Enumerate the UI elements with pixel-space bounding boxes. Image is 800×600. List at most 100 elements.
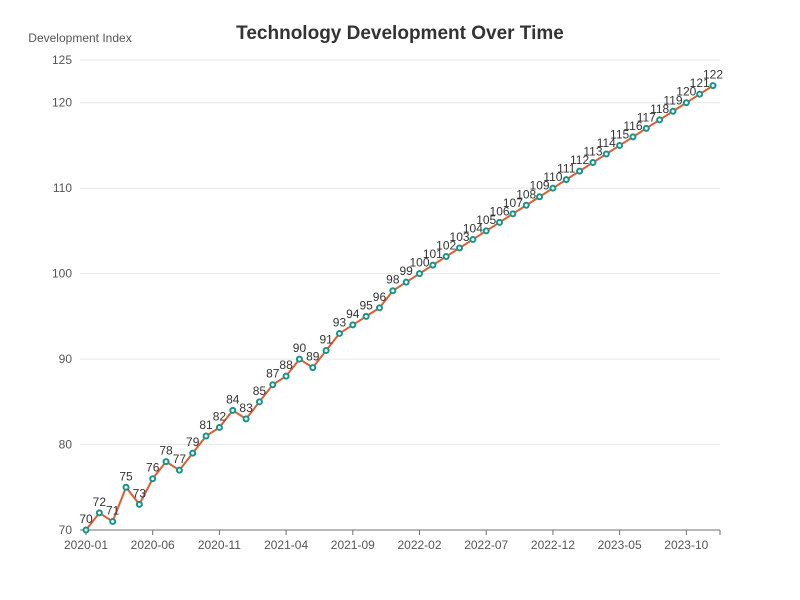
data-point[interactable] [629,133,637,141]
data-point[interactable] [269,381,277,389]
x-tick-label: 2021-09 [331,538,375,552]
data-point[interactable] [669,107,677,115]
x-tick-label: 2023-05 [598,538,642,552]
data-label: 72 [93,495,107,509]
data-point[interactable] [402,278,410,286]
data-point[interactable] [175,466,183,474]
data-label: 99 [399,264,413,278]
data-point[interactable] [189,449,197,457]
x-tick-label: 2022-12 [531,538,575,552]
data-label: 79 [186,435,200,449]
x-tick-label: 2020-06 [131,538,175,552]
data-point[interactable] [375,304,383,312]
data-point[interactable] [456,244,464,252]
data-label: 105 [476,213,496,227]
data-point[interactable] [322,347,330,355]
data-point[interactable] [109,517,117,525]
data-label: 107 [503,196,523,210]
data-label: 95 [359,298,373,312]
data-label: 94 [346,307,360,321]
data-label: 108 [516,187,536,201]
series [82,82,717,534]
data-point[interactable] [549,184,557,192]
y-tick-label: 100 [52,267,72,281]
data-point[interactable] [282,372,290,380]
data-point[interactable] [255,398,263,406]
data-label: 81 [199,418,213,432]
y-tick-label: 90 [59,352,73,366]
y-tick-label: 125 [52,53,72,67]
data-point[interactable] [95,509,103,517]
data-label: 120 [676,85,696,99]
data-point[interactable] [215,423,223,431]
data-label: 122 [703,68,723,82]
x-tick-label: 2022-07 [464,538,508,552]
data-label: 111 [557,162,576,176]
data-point[interactable] [335,329,343,337]
data-point[interactable] [82,526,90,534]
gridlines [80,59,720,446]
data-point[interactable] [709,82,717,90]
data-point[interactable] [509,210,517,218]
data-point[interactable] [496,218,504,226]
data-point[interactable] [682,99,690,107]
data-label: 91 [319,333,333,347]
y-tick-label: 110 [53,181,72,195]
y-tick-label: 120 [52,96,72,110]
data-point[interactable] [576,167,584,175]
x-tick-label: 2021-04 [264,538,308,552]
data-label: 104 [463,221,483,235]
data-point[interactable] [642,124,650,132]
data-point[interactable] [656,116,664,124]
data-label: 76 [146,461,160,475]
data-label: 102 [436,239,456,253]
data-label: 116 [623,119,642,133]
data-point[interactable] [122,483,130,491]
data-point[interactable] [389,287,397,295]
data-point[interactable] [562,176,570,184]
data-point[interactable] [309,364,317,372]
data-label: 119 [663,93,682,107]
data-label: 96 [373,290,387,304]
data-point[interactable] [349,321,357,329]
data-label: 93 [333,315,347,329]
data-label: 117 [637,110,656,124]
data-label: 82 [213,409,227,423]
data-point[interactable] [429,261,437,269]
data-point[interactable] [696,90,704,98]
x-tick-label: 2020-11 [198,538,241,552]
data-point[interactable] [162,458,170,466]
data-label: 100 [409,256,429,270]
data-label: 75 [119,469,133,483]
data-point[interactable] [482,227,490,235]
data-point[interactable] [135,500,143,508]
data-point[interactable] [616,141,624,149]
data-point[interactable] [536,193,544,201]
data-point[interactable] [442,253,450,261]
data-point[interactable] [362,312,370,320]
data-label: 88 [279,358,293,372]
data-label: 118 [650,102,669,116]
data-point[interactable] [469,235,477,243]
data-point[interactable] [602,150,610,158]
data-label: 73 [133,486,147,500]
data-label: 114 [597,136,616,150]
data-label: 85 [253,384,267,398]
data-point[interactable] [149,475,157,483]
data-label: 103 [450,230,470,244]
data-point[interactable] [295,355,303,363]
data-label: 71 [106,503,120,517]
data-point[interactable] [416,270,424,278]
data-label: 89 [306,350,320,364]
x-tick-label: 2022-02 [397,538,441,552]
data-label: 87 [266,367,280,381]
data-point[interactable] [202,432,210,440]
data-point[interactable] [589,159,597,167]
chart-title: Technology Development Over Time [236,23,564,44]
data-label: 70 [79,512,93,526]
data-point[interactable] [522,201,530,209]
data-label: 77 [173,452,187,466]
data-point[interactable] [242,415,250,423]
data-point[interactable] [229,406,237,414]
data-label: 83 [239,401,253,415]
